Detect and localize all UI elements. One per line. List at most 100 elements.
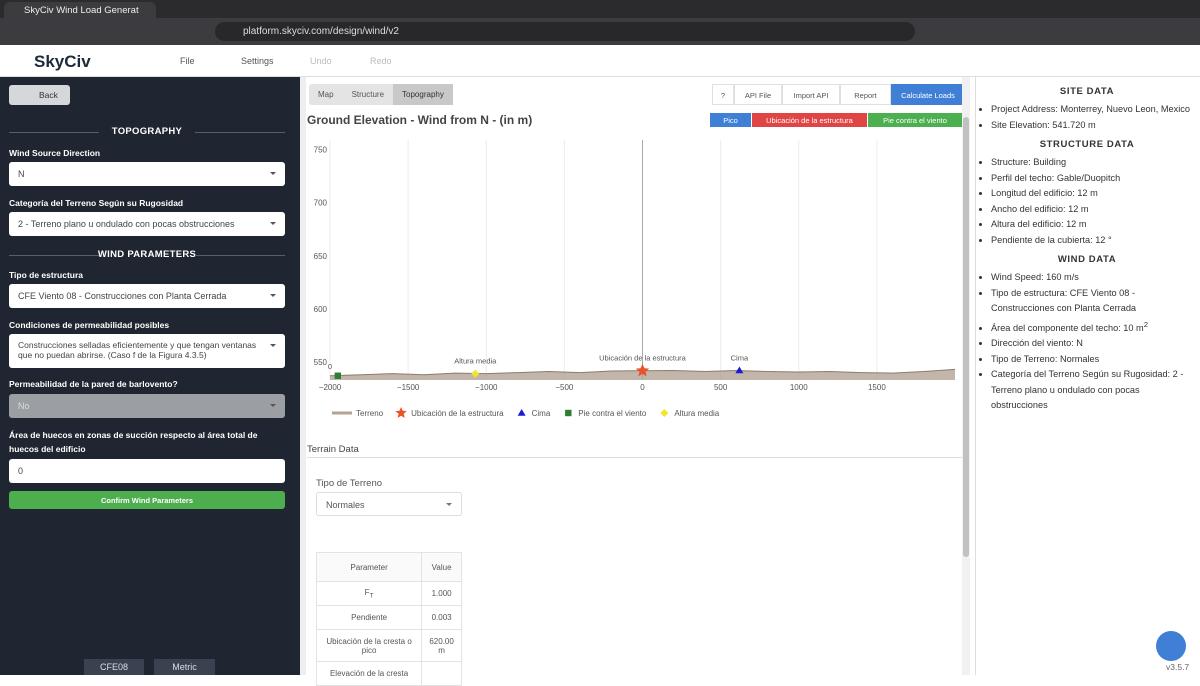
annotation: Cima bbox=[731, 353, 749, 362]
menu-redo[interactable]: Redo bbox=[370, 56, 392, 66]
divider bbox=[307, 457, 962, 458]
data-item: Wind Speed: 160 m/s bbox=[991, 270, 1192, 286]
text: Elevación de la cresta bbox=[329, 669, 409, 678]
elevation-chart: −2000 −1500 −1000 −500 0 500 1000 1500 550 600 650… bbox=[314, 140, 956, 418]
text: Ubicación de la cresta o pico bbox=[326, 636, 412, 655]
scrollbar[interactable] bbox=[962, 77, 970, 675]
square-marker bbox=[334, 372, 342, 379]
annotation: Altura media bbox=[454, 357, 497, 366]
text: 620.00 m bbox=[429, 636, 454, 655]
y-tick-label: 700 bbox=[314, 199, 328, 208]
data-item: Tipo de Terreno: Normales bbox=[991, 352, 1192, 368]
input-value: 0 bbox=[18, 466, 24, 476]
legend-symbol bbox=[395, 407, 407, 418]
select[interactable]: Construcciones selladas eficientemente y… bbox=[9, 334, 285, 368]
y-tick-label: 750 bbox=[314, 146, 328, 155]
section-title: Terrain Data bbox=[307, 444, 359, 455]
help-button[interactable]: ? bbox=[712, 84, 734, 105]
header-cell: Parameter bbox=[315, 552, 423, 582]
chart-title: Ground Elevation - Wind from N - (in m) bbox=[307, 113, 533, 127]
browser-tab[interactable]: SkyCiv Wind Load Generat bbox=[4, 2, 156, 18]
y-tick-label: 550 bbox=[314, 358, 328, 367]
select-value: N bbox=[18, 169, 25, 179]
x-tick-label: −1500 bbox=[397, 383, 420, 392]
app-header bbox=[0, 45, 1200, 77]
select[interactable]: 2 - Terreno plano u ondulado con pocas o… bbox=[9, 212, 285, 236]
row: Elevación de la cresta bbox=[315, 661, 462, 686]
calculate-button[interactable]: Calculate Loads bbox=[891, 84, 965, 105]
triangle-marker bbox=[735, 366, 744, 374]
text: 1.000 bbox=[431, 589, 452, 598]
data-item: Pendiente de la cubierta: 12 ° bbox=[991, 233, 1192, 249]
text: Ancho del edificio: 12 m bbox=[991, 203, 1089, 214]
data-list: Wind Speed: 160 m/s Tipo de estructura: C… bbox=[982, 270, 1192, 414]
cell: 0.003 bbox=[421, 605, 462, 630]
subscript: T bbox=[369, 592, 374, 600]
legend-symbol bbox=[517, 409, 526, 416]
logo[interactable]: SkyCiv bbox=[34, 52, 91, 71]
tab[interactable]: Map bbox=[318, 90, 334, 99]
menu-settings[interactable]: Settings bbox=[241, 56, 274, 66]
text: Categoría del Terreno Según su Rugosidad… bbox=[991, 369, 1184, 411]
text: Longitud del edificio: 12 m bbox=[991, 188, 1098, 198]
structure-button[interactable]: Ubicación de la estructura bbox=[752, 113, 867, 127]
data-item: Altura del edificio: 12 m bbox=[991, 217, 1192, 233]
row: Ubicación de la cresta o pico 620.00 m bbox=[315, 629, 462, 662]
caret bbox=[270, 294, 276, 300]
menu-undo[interactable]: Undo bbox=[310, 56, 332, 66]
field-label: Tipo de estructura bbox=[9, 270, 83, 280]
api-file-button[interactable]: API File bbox=[734, 84, 782, 105]
legend-label: Pie contra el viento bbox=[578, 409, 647, 418]
back-button[interactable]: Back bbox=[9, 85, 70, 105]
row: Pendiente 0.003 bbox=[315, 605, 462, 630]
legend-label: Cima bbox=[532, 409, 551, 418]
select[interactable]: N bbox=[9, 162, 285, 186]
text: Wind Speed: 160 m/s bbox=[991, 272, 1079, 282]
version: v3.5.7 bbox=[1166, 662, 1190, 672]
footer-tab[interactable]: Metric bbox=[154, 659, 215, 675]
section-title: WIND PARAMETERS bbox=[9, 249, 285, 260]
data-item: Longitud del edificio: 12 m bbox=[991, 186, 1192, 202]
right-panel: SITE DATA Project Address: Monterrey, Nue… bbox=[975, 77, 1200, 675]
text: Tipo de Terreno: Normales bbox=[991, 353, 1100, 364]
text: Dirección del viento: N bbox=[991, 338, 1083, 349]
terrain-select[interactable]: Normales bbox=[316, 492, 462, 516]
select[interactable]: CFE Viento 08 - Construcciones con Plant… bbox=[9, 284, 285, 308]
url-field[interactable]: platform.skyciv.com/design/wind/v2 bbox=[215, 22, 915, 41]
caret bbox=[270, 404, 276, 410]
field-label: Área de huecos en zonas de succión respe… bbox=[9, 430, 258, 454]
cell: 620.00 m bbox=[421, 629, 462, 662]
legend-symbol bbox=[565, 409, 572, 417]
x-tick-label: −2000 bbox=[319, 383, 342, 392]
tab[interactable]: Structure bbox=[351, 90, 385, 99]
field-label: Wind Source Direction bbox=[9, 148, 101, 158]
section-title: TOPOGRAPHY bbox=[9, 126, 285, 137]
import-api-button[interactable]: Import API bbox=[782, 84, 840, 105]
pico-button[interactable]: Pico bbox=[710, 113, 751, 127]
x-tick-label: −500 bbox=[555, 383, 574, 392]
data-item: Categoría del Terreno Según su Rugosidad… bbox=[991, 367, 1192, 414]
x-tick-label: 0 bbox=[640, 383, 645, 392]
caret bbox=[270, 222, 276, 228]
report-button[interactable]: Report bbox=[840, 84, 891, 105]
caret bbox=[446, 503, 452, 509]
select-value: Normales bbox=[326, 500, 365, 510]
footer-tab[interactable]: CFE08 bbox=[84, 659, 144, 675]
upwind-button[interactable]: Pie contra el viento bbox=[868, 113, 962, 127]
x-tick-label: 1000 bbox=[790, 383, 808, 392]
text: Área del componente del techo: 10 m bbox=[991, 322, 1144, 333]
diamond-marker bbox=[471, 369, 480, 378]
select-disabled: No bbox=[9, 394, 285, 418]
data-item: Structure: Building bbox=[991, 155, 1192, 171]
confirm-button[interactable]: Confirm Wind Parameters bbox=[9, 491, 285, 509]
terrain-table: Parameter Value FT 1.000 Pendiente 0.003 Ubica… bbox=[315, 552, 462, 686]
chat-button[interactable] bbox=[1156, 631, 1186, 661]
data-item: Perfil del techo: Gable/Duopitch bbox=[991, 171, 1192, 187]
select-value: Construcciones selladas eficientemente y… bbox=[18, 340, 257, 360]
scroll-thumb[interactable] bbox=[963, 117, 969, 557]
text-input[interactable]: 0 bbox=[9, 459, 285, 483]
data-item: Área del componente del techo: 10 m2 bbox=[991, 317, 1192, 337]
menu-file[interactable]: File bbox=[180, 56, 195, 66]
tab-active[interactable]: Topography bbox=[393, 84, 453, 105]
